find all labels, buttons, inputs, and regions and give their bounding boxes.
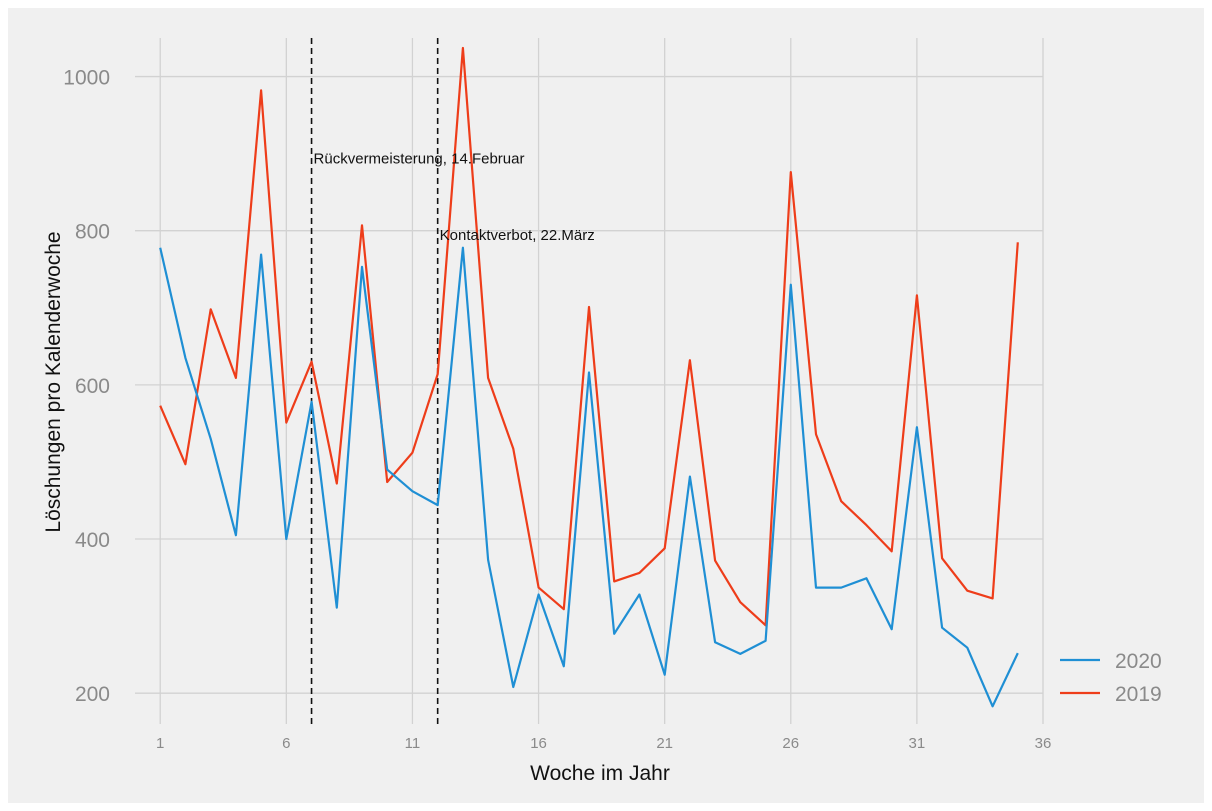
x-tick-label: 21 xyxy=(656,735,673,752)
y-tick-label: 1000 xyxy=(63,67,110,90)
event-lines xyxy=(310,38,439,724)
y-tick-label: 200 xyxy=(75,683,110,706)
x-tick-label: 6 xyxy=(282,735,290,752)
series-line-2019 xyxy=(159,46,1019,627)
legend-label: 2019 xyxy=(1115,683,1162,706)
event-annotation: Kontaktverbot, 22.März xyxy=(440,227,595,244)
series-lines xyxy=(159,46,1019,708)
y-tick-labels: 200 400 600 800 1000 xyxy=(63,67,110,707)
y-tick-label: 600 xyxy=(75,375,110,398)
x-tick-label: 11 xyxy=(405,735,421,752)
x-tick-label: 26 xyxy=(782,735,799,752)
x-tick-labels: 1 6 11 16 21 26 31 36 xyxy=(156,735,1051,752)
y-axis-title: Löschungen pro Kalenderwoche xyxy=(42,231,65,532)
y-tick-label: 400 xyxy=(75,529,110,552)
legend-label: 2020 xyxy=(1115,650,1162,673)
annotations: Rückvermeisterung, 14.Februar Kontaktverb… xyxy=(314,150,595,243)
x-axis-title: Woche im Jahr xyxy=(530,762,670,785)
series-line-2020 xyxy=(159,246,1019,708)
x-tick-label: 31 xyxy=(909,735,926,752)
x-tick-label: 16 xyxy=(530,735,547,752)
chart-frame xyxy=(8,8,1204,803)
x-tick-label: 1 xyxy=(156,735,164,752)
x-tick-label: 36 xyxy=(1035,735,1052,752)
event-annotation: Rückvermeisterung, 14.Februar xyxy=(314,150,525,167)
y-tick-label: 800 xyxy=(75,221,110,244)
legend: 2020 2019 xyxy=(1060,650,1162,706)
